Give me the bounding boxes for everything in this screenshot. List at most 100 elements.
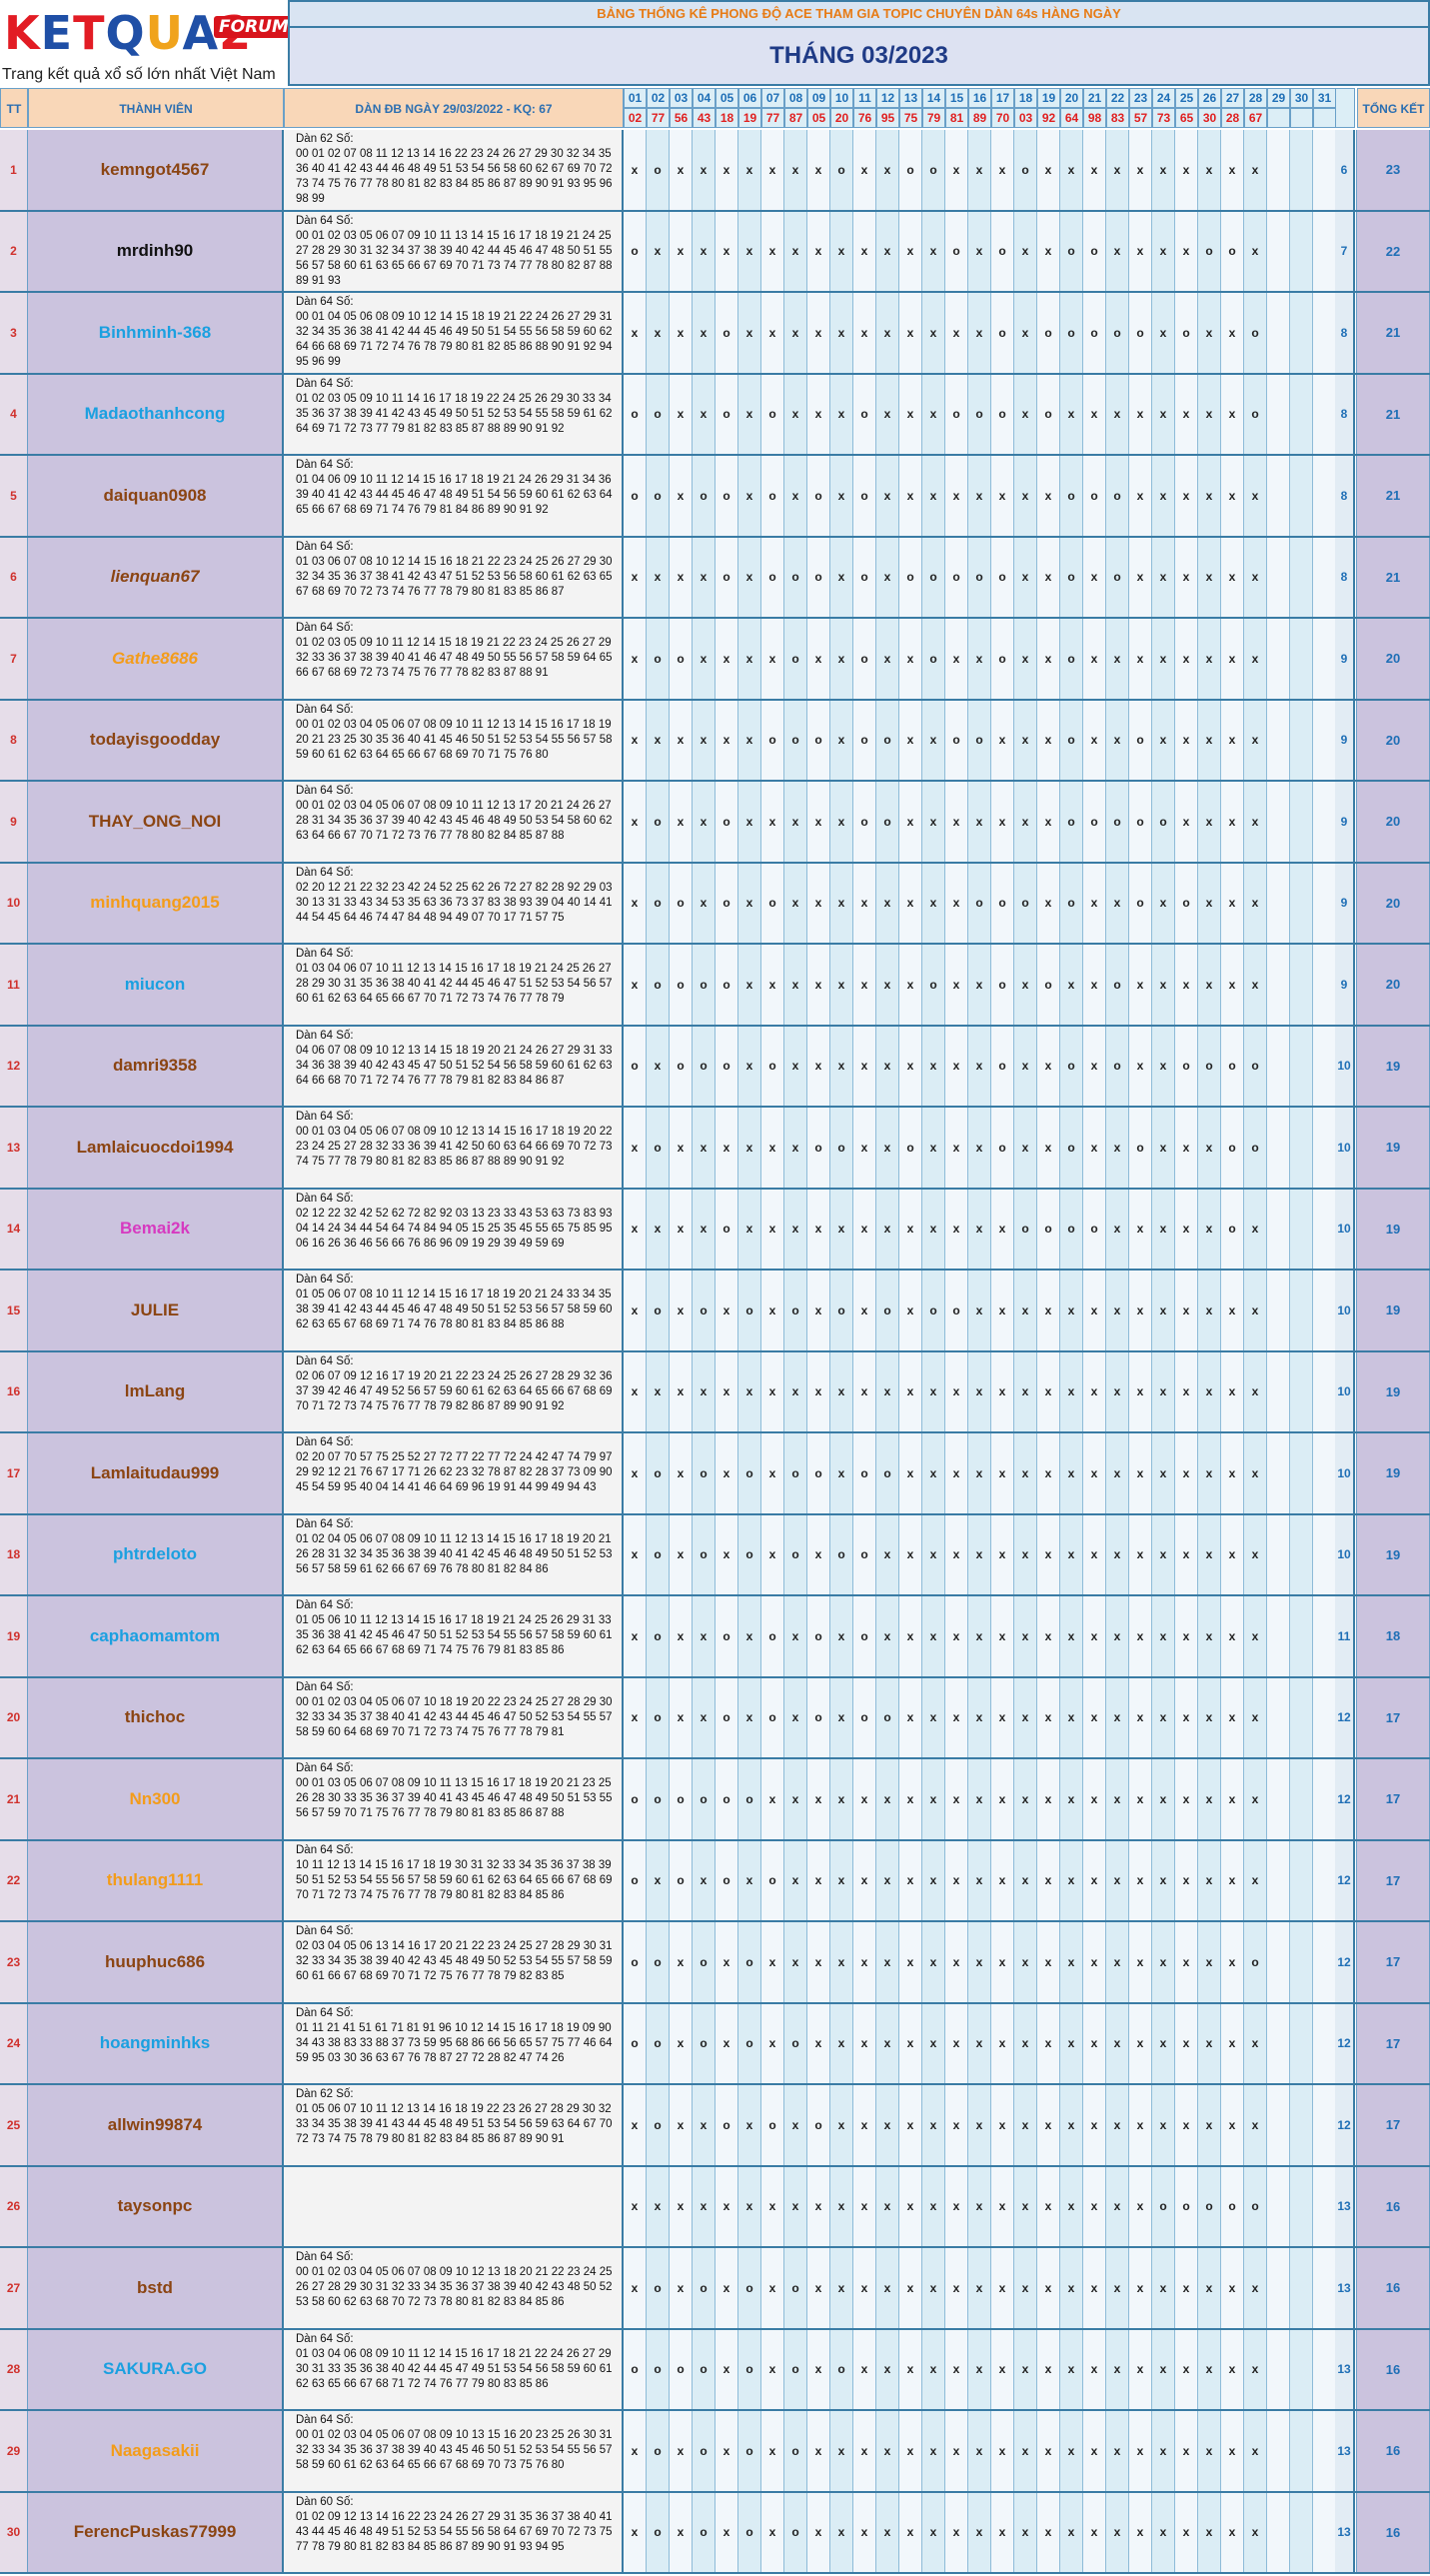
member-name[interactable]: Madaothanhcong <box>28 374 284 454</box>
day-mark: o <box>922 130 945 210</box>
day-mark: x <box>1037 1026 1060 1106</box>
day-mark: o <box>670 2329 693 2409</box>
header-count <box>1335 88 1355 128</box>
day-mark: x <box>945 1189 968 1269</box>
day-mark: x <box>876 1759 899 1839</box>
day-mark: o <box>647 1922 670 2002</box>
day-mark: x <box>1014 2411 1037 2491</box>
day-mark: x <box>693 1108 715 1188</box>
day-mark: x <box>1175 1108 1198 1188</box>
dan-numbers-cell: Dàn 64 Số: 01 02 03 05 09 10 11 14 16 17 … <box>284 374 624 454</box>
day-mark: x <box>876 945 899 1025</box>
member-name[interactable]: THAY_ONG_NOI <box>28 782 284 862</box>
day-mark <box>1267 945 1290 1025</box>
day-mark: x <box>876 1189 899 1269</box>
member-name[interactable]: lmLang <box>28 1351 284 1431</box>
member-name[interactable]: lienquan67 <box>28 537 284 617</box>
day-mark <box>1267 863 1290 943</box>
header-day: 05 <box>715 88 738 108</box>
day-mark: x <box>761 1922 784 2002</box>
member-name[interactable]: bstd <box>28 2248 284 2328</box>
day-mark: x <box>807 1514 830 1594</box>
day-mark <box>1267 2411 1290 2491</box>
member-name[interactable]: damri9358 <box>28 1026 284 1106</box>
table-row: 28 SAKURA.GO Dàn 64 Số: 01 03 04 06 08 09 1… <box>0 2329 1430 2411</box>
member-name[interactable]: thulang1111 <box>28 1840 284 1920</box>
table-row: 6 lienquan67 Dàn 64 Số: 01 03 06 07 08 10 1… <box>0 537 1430 619</box>
site-logo[interactable]: KETQUA2 FORUM Trang kết quả xổ số lớn nh… <box>0 0 288 88</box>
win-count: 6 <box>1335 130 1355 210</box>
header-day: 16 <box>968 88 991 108</box>
dan-number-list: 01 02 03 05 09 10 11 14 16 17 18 19 22 2… <box>296 392 613 435</box>
day-mark: x <box>624 1433 647 1513</box>
day-mark: x <box>968 1189 991 1269</box>
member-name[interactable]: caphaomamtom <box>28 1596 284 1676</box>
day-mark: o <box>830 130 853 210</box>
member-name[interactable]: allwin99874 <box>28 2085 284 2165</box>
dan-label: Dàn 64 Số: <box>296 1029 354 1042</box>
member-name[interactable]: minhquang2015 <box>28 863 284 943</box>
day-mark: x <box>693 374 715 454</box>
member-name[interactable]: Lamlaicuocdoi1994 <box>28 1108 284 1188</box>
member-name[interactable]: taysonpc <box>28 2166 284 2246</box>
day-mark: x <box>1129 1677 1152 1757</box>
member-name[interactable]: JULIE <box>28 1271 284 1350</box>
dan-numbers-cell <box>284 2166 624 2246</box>
day-mark: x <box>1244 863 1267 943</box>
day-mark: x <box>1198 1433 1221 1513</box>
day-mark: x <box>1175 1514 1198 1594</box>
day-mark: x <box>1244 1677 1267 1757</box>
day-mark: o <box>647 1514 670 1594</box>
day-mark: x <box>715 1433 738 1513</box>
day-mark: x <box>1106 863 1129 943</box>
member-name[interactable]: mrdinh90 <box>28 211 284 291</box>
day-mark <box>1290 2492 1313 2572</box>
day-mark: x <box>1060 130 1083 210</box>
dan-label: Dàn 60 Số: <box>296 2495 354 2508</box>
member-name[interactable]: Bemai2k <box>28 1189 284 1269</box>
day-mark: o <box>922 1271 945 1350</box>
member-name[interactable]: FerencPuskas77999 <box>28 2492 284 2572</box>
day-mark: x <box>1129 1596 1152 1676</box>
member-name[interactable]: thichoc <box>28 1677 284 1757</box>
day-mark <box>1267 456 1290 536</box>
win-count: 13 <box>1335 2166 1355 2246</box>
win-count: 8 <box>1335 293 1355 373</box>
column-gap <box>1355 782 1357 862</box>
member-name[interactable]: huuphuc686 <box>28 1922 284 2002</box>
member-name[interactable]: Lamlaitudau999 <box>28 1433 284 1513</box>
day-mark: x <box>738 2166 761 2246</box>
day-mark <box>1267 293 1290 373</box>
member-name[interactable]: miucon <box>28 945 284 1025</box>
day-mark <box>1267 1026 1290 1106</box>
day-mark: o <box>853 1677 876 1757</box>
day-mark: x <box>1244 1840 1267 1920</box>
table-row: 16 lmLang Dàn 64 Số: 02 06 07 09 12 16 17 1… <box>0 1351 1430 1433</box>
member-name[interactable]: phtrdeloto <box>28 1514 284 1594</box>
member-name[interactable]: Nn300 <box>28 1759 284 1839</box>
day-mark <box>1313 1189 1336 1269</box>
header-day: 31 <box>1313 88 1336 108</box>
win-count: 10 <box>1335 1189 1355 1269</box>
day-mark: o <box>761 1026 784 1106</box>
day-mark: o <box>761 863 784 943</box>
day-mark: o <box>1014 863 1037 943</box>
member-name[interactable]: Gathe8686 <box>28 619 284 699</box>
member-name[interactable]: hoangminhks <box>28 2003 284 2083</box>
member-name[interactable]: daiquan0908 <box>28 456 284 536</box>
day-mark: x <box>1014 1433 1037 1513</box>
day-mark: x <box>991 1677 1014 1757</box>
dan-number-list: 00 01 02 03 04 05 06 07 08 09 10 11 12 1… <box>296 800 613 842</box>
member-name[interactable]: Naagasakii <box>28 2411 284 2491</box>
day-mark: o <box>738 2329 761 2409</box>
member-name[interactable]: Binhminh-368 <box>28 293 284 373</box>
day-mark: o <box>715 782 738 862</box>
member-name[interactable]: kemngot4567 <box>28 130 284 210</box>
day-mark: x <box>1037 1922 1060 2002</box>
member-name[interactable]: todayisgoodday <box>28 700 284 780</box>
member-name[interactable]: SAKURA.GO <box>28 2329 284 2409</box>
dan-label: Dàn 64 Số: <box>296 1762 354 1774</box>
header-day: 01 <box>624 88 647 108</box>
day-mark: o <box>761 1596 784 1676</box>
day-mark: x <box>693 2166 715 2246</box>
